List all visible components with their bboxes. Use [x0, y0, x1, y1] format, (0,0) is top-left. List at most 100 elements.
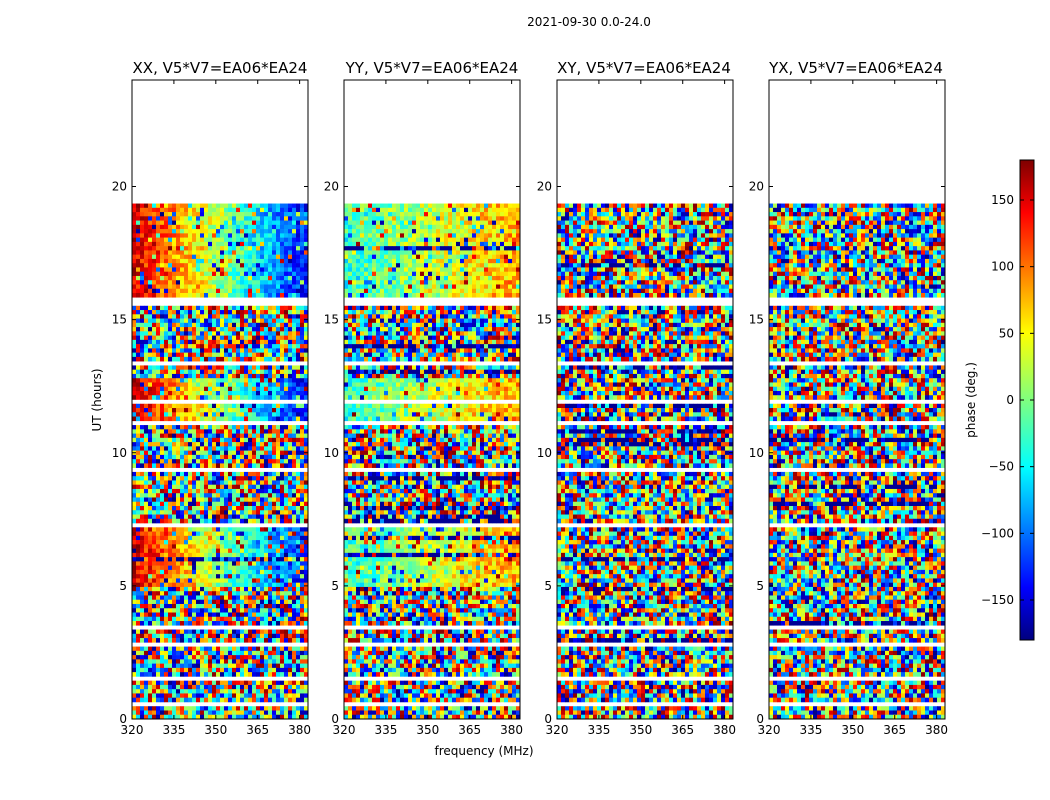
heatmap-cell	[172, 535, 177, 541]
heatmap-cell	[292, 237, 297, 243]
heatmap-cell	[216, 578, 221, 583]
heatmap-cell	[256, 258, 261, 264]
heatmap-cell	[260, 433, 265, 439]
heatmap-cell	[148, 310, 153, 315]
heatmap-cell	[152, 310, 157, 315]
heatmap-cell	[256, 595, 261, 601]
heatmap-cell	[280, 437, 285, 443]
heatmap-cell	[196, 403, 201, 409]
heatmap-cell	[184, 510, 189, 515]
heatmap-cell	[252, 518, 257, 524]
heatmap-cell	[296, 531, 301, 537]
heatmap-cell	[192, 646, 197, 652]
heatmap-cell	[252, 706, 257, 711]
heatmap-cell	[228, 454, 233, 460]
heatmap-cell	[144, 258, 149, 264]
heatmap-cell	[144, 408, 149, 413]
heatmap-cell	[188, 412, 193, 417]
heatmap-cell	[192, 258, 197, 264]
heatmap-cell	[304, 548, 309, 554]
heatmap-cell	[364, 212, 369, 217]
heatmap-cell	[248, 595, 253, 601]
heatmap-cell	[300, 293, 305, 298]
heatmap-cell	[148, 591, 153, 596]
heatmap-cell	[216, 212, 221, 217]
heatmap-cell	[172, 672, 177, 677]
heatmap-cell	[188, 608, 193, 613]
heatmap-cell	[156, 506, 161, 511]
heatmap-cell	[160, 689, 165, 694]
heatmap-cell	[248, 224, 253, 230]
heatmap-cell	[148, 655, 153, 660]
heatmap-cell	[244, 655, 249, 660]
heatmap-cell	[240, 425, 245, 430]
heatmap-cell	[224, 416, 229, 422]
heatmap-cell	[284, 241, 289, 247]
heatmap-cell	[152, 224, 157, 230]
heatmap-cell	[288, 425, 293, 430]
heatmap-cell	[304, 586, 309, 592]
heatmap-cell	[184, 603, 189, 609]
heatmap-cell	[300, 540, 305, 545]
heatmap-cell	[292, 412, 297, 417]
heatmap-cell	[156, 501, 161, 507]
heatmap-cell	[140, 693, 145, 698]
heatmap-cell	[304, 305, 309, 311]
heatmap-cell	[148, 480, 153, 485]
heatmap-cell	[152, 284, 157, 290]
heatmap-cell	[288, 220, 293, 226]
heatmap-cell	[288, 629, 293, 635]
heatmap-cell	[192, 352, 197, 358]
heatmap-cell	[228, 527, 233, 532]
heatmap-cell	[152, 212, 157, 217]
heatmap-cell	[208, 484, 213, 490]
heatmap-cell	[144, 663, 149, 669]
heatmap-cell	[456, 203, 461, 209]
heatmap-cell	[300, 224, 305, 230]
heatmap-cell	[204, 599, 209, 605]
heatmap-cell	[176, 488, 181, 494]
heatmap-cell	[140, 663, 145, 669]
heatmap-cell	[148, 258, 153, 264]
heatmap-cell	[184, 706, 189, 711]
heatmap-cell	[216, 591, 221, 596]
heatmap-cell	[256, 540, 261, 545]
heatmap-cell	[148, 706, 153, 711]
heatmap-cell	[220, 582, 225, 588]
heatmap-cell	[184, 310, 189, 315]
heatmap-cell	[204, 275, 209, 281]
heatmap-cell	[292, 595, 297, 601]
heatmap-cell	[136, 275, 141, 281]
heatmap-cell	[224, 250, 229, 255]
heatmap-cell	[272, 459, 277, 464]
heatmap-cell	[136, 382, 141, 388]
heatmap-cell	[292, 280, 297, 285]
heatmap-cell	[160, 680, 165, 686]
heatmap-cell	[272, 322, 277, 328]
heatmap-cell	[304, 633, 309, 639]
heatmap-cell	[152, 352, 157, 358]
heatmap-cell	[240, 714, 245, 720]
heatmap-cell	[288, 314, 293, 319]
heatmap-cell	[272, 382, 277, 388]
heatmap-cell	[252, 403, 257, 409]
heatmap-cell	[208, 280, 213, 285]
heatmap-cell	[184, 327, 189, 332]
heatmap-cell	[156, 339, 161, 345]
heatmap-cell	[140, 544, 145, 549]
heatmap-cell	[208, 437, 213, 443]
heatmap-cell	[300, 395, 305, 400]
heatmap-cell	[248, 416, 253, 422]
heatmap-cell	[172, 403, 177, 409]
heatmap-cell	[192, 569, 197, 575]
heatmap-cell	[184, 561, 189, 566]
heatmap-cell	[216, 574, 221, 579]
heatmap-cell	[208, 373, 213, 379]
heatmap-cell	[288, 203, 293, 209]
heatmap-cell	[276, 501, 281, 507]
heatmap-cell	[160, 646, 165, 652]
heatmap-cell	[252, 471, 257, 477]
heatmap-cell	[180, 476, 185, 481]
heatmap-cell	[284, 365, 289, 370]
heatmap-cell	[500, 203, 505, 209]
